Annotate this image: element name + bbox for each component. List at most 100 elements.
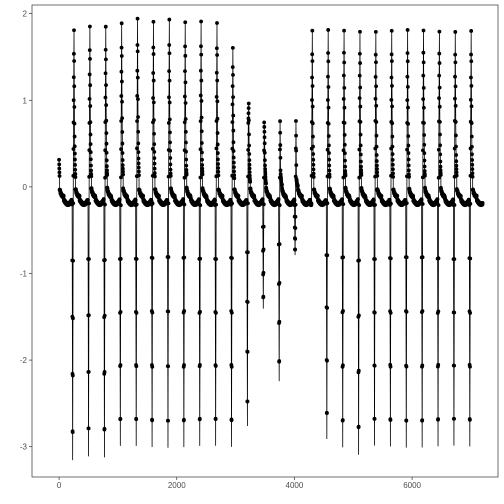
data-point bbox=[294, 163, 299, 168]
data-point bbox=[324, 198, 329, 203]
data-point bbox=[236, 194, 241, 199]
data-point bbox=[294, 119, 298, 123]
data-point bbox=[374, 153, 379, 157]
data-point bbox=[421, 28, 426, 33]
y-tick-label: 1 bbox=[23, 96, 28, 105]
data-point bbox=[470, 152, 474, 157]
data-point bbox=[311, 171, 316, 176]
data-point bbox=[405, 28, 410, 32]
data-point bbox=[151, 78, 156, 83]
data-point bbox=[150, 256, 155, 260]
data-point bbox=[87, 257, 91, 261]
data-point bbox=[73, 162, 77, 167]
data-point bbox=[389, 75, 394, 80]
data-point bbox=[134, 364, 139, 369]
data-point bbox=[326, 134, 331, 138]
data-point bbox=[167, 95, 171, 100]
data-point bbox=[358, 132, 363, 137]
data-point bbox=[136, 165, 141, 170]
data-point bbox=[421, 97, 426, 101]
data-point bbox=[453, 74, 457, 79]
data-point bbox=[215, 99, 220, 104]
data-point bbox=[247, 162, 252, 167]
data-point bbox=[454, 167, 459, 172]
data-point bbox=[197, 197, 202, 202]
data-point bbox=[453, 96, 457, 101]
data-point bbox=[168, 173, 173, 178]
data-point bbox=[405, 51, 410, 56]
data-point bbox=[326, 51, 330, 55]
data-point bbox=[311, 167, 316, 172]
data-point bbox=[404, 364, 409, 369]
data-point bbox=[358, 119, 363, 124]
data-point bbox=[261, 270, 266, 275]
data-point bbox=[184, 157, 189, 162]
data-point bbox=[390, 104, 394, 109]
data-point bbox=[136, 97, 140, 102]
data-point bbox=[183, 129, 188, 134]
data-point bbox=[182, 363, 186, 367]
data-point bbox=[88, 142, 93, 147]
data-point bbox=[419, 197, 424, 202]
data-point bbox=[356, 368, 361, 373]
data-point bbox=[278, 168, 283, 173]
data-point bbox=[357, 175, 362, 180]
data-point bbox=[135, 68, 140, 73]
data-point bbox=[405, 147, 409, 152]
data-point bbox=[295, 184, 300, 188]
data-point bbox=[422, 121, 426, 125]
data-point bbox=[232, 169, 236, 174]
data-point bbox=[342, 86, 347, 90]
data-point bbox=[152, 131, 156, 136]
data-point bbox=[215, 131, 220, 135]
data-point bbox=[166, 309, 171, 314]
data-point bbox=[245, 399, 250, 404]
data-point bbox=[57, 166, 62, 171]
data-point bbox=[61, 193, 66, 198]
data-point bbox=[372, 363, 377, 368]
data-point bbox=[199, 44, 203, 49]
data-point bbox=[168, 130, 172, 135]
data-point bbox=[231, 128, 236, 133]
data-point bbox=[183, 44, 188, 49]
data-point bbox=[103, 202, 107, 207]
data-point bbox=[73, 157, 77, 162]
data-point bbox=[373, 29, 378, 34]
data-point bbox=[326, 74, 330, 79]
data-point bbox=[231, 149, 236, 153]
data-point bbox=[247, 132, 251, 137]
data-point bbox=[480, 201, 485, 205]
data-point bbox=[469, 104, 474, 109]
data-point bbox=[120, 141, 125, 146]
data-point bbox=[374, 120, 379, 124]
data-point bbox=[230, 120, 235, 125]
data-point bbox=[438, 132, 442, 137]
data-point bbox=[325, 358, 329, 363]
data-point bbox=[57, 174, 62, 178]
data-point bbox=[294, 133, 298, 138]
data-point bbox=[166, 418, 170, 423]
data-point bbox=[373, 202, 377, 207]
data-point bbox=[261, 294, 266, 299]
data-point bbox=[118, 203, 123, 208]
data-point bbox=[452, 310, 457, 315]
data-point bbox=[134, 257, 139, 261]
data-point bbox=[247, 158, 252, 163]
data-point bbox=[469, 75, 473, 80]
data-point bbox=[104, 83, 108, 88]
data-point bbox=[310, 84, 315, 88]
data-point bbox=[438, 152, 443, 157]
data-point bbox=[199, 52, 204, 57]
data-point bbox=[325, 411, 329, 415]
data-point bbox=[421, 105, 426, 110]
data-point bbox=[454, 170, 459, 175]
data-point bbox=[404, 418, 409, 423]
data-point bbox=[406, 168, 411, 173]
data-point bbox=[389, 59, 394, 64]
data-point bbox=[342, 28, 346, 33]
data-point bbox=[183, 117, 188, 121]
data-point bbox=[120, 151, 125, 155]
data-point bbox=[168, 162, 173, 167]
data-point bbox=[311, 175, 316, 179]
data-point bbox=[152, 156, 157, 161]
